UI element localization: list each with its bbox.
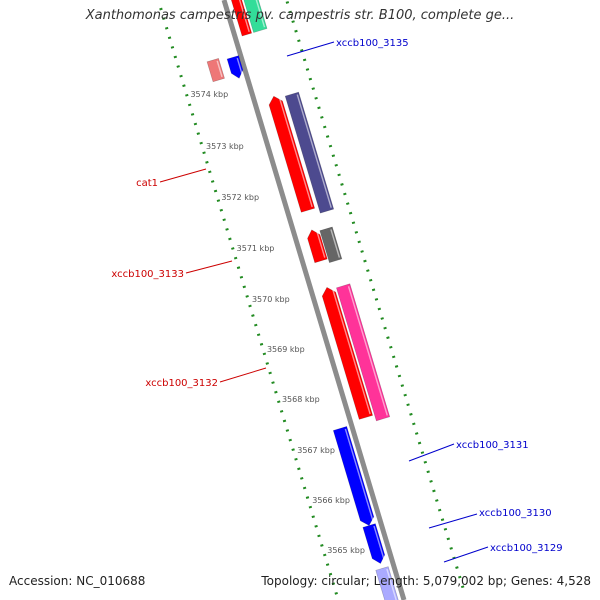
backbone <box>221 0 407 600</box>
cds-red-top-feature-shape <box>227 0 253 37</box>
gene-label-xccb100_3135[interactable]: xccb100_3135 <box>286 38 409 57</box>
cds-xccb100_3135-feature[interactable] <box>226 55 245 80</box>
gene-label-xccb100_3133[interactable]: xccb100_3133 <box>111 260 233 280</box>
tick-label-3569: 3569 kbp <box>267 345 305 354</box>
gene-label-xccb100_3131[interactable]: xccb100_3131 <box>408 440 529 462</box>
cds-red-2-feature-shape <box>307 229 328 264</box>
cds-xccb100_3131-feature[interactable] <box>332 426 376 527</box>
gene-label-xccb100_3129[interactable]: xccb100_3129 <box>443 543 563 563</box>
cds-xccb100_3133-feature-highlight <box>330 229 341 258</box>
tick-label-3566: 3566 kbp <box>312 496 350 505</box>
cds-xccb100_3129-feature-shape <box>375 566 400 600</box>
gene-label-text: xccb100_3129 <box>490 543 563 554</box>
gene-leader-line <box>428 513 478 529</box>
gene-leader-line <box>286 41 335 57</box>
gene-labels: cat1 xccb100_3133 xccb100_3132 xccb100_3135… <box>111 38 563 563</box>
cds-teal-feature-shape <box>238 0 268 33</box>
cds-red-1-feature-highlight <box>278 96 313 208</box>
cds-teal-feature-highlight <box>250 0 266 28</box>
cds-red-3-feature-highlight <box>331 287 371 415</box>
tick-label-3573: 3573 kbp <box>206 142 244 151</box>
cds-red-3-feature-shape <box>321 286 374 420</box>
gene-label-xccb100_3130[interactable]: xccb100_3130 <box>428 508 552 529</box>
cds-xccb100_3133-feature[interactable] <box>319 226 343 264</box>
feature-track <box>206 0 400 600</box>
cds-xccb100_3129-feature[interactable] <box>375 566 400 600</box>
cds-cat1-feature-highlight <box>296 94 332 208</box>
cds-xccb100_3135b-feature-shape <box>206 57 225 83</box>
cds-xccb100_3132-feature-shape <box>336 283 391 422</box>
gene-leader-line <box>408 443 455 462</box>
cds-xccb100_3129-feature-highlight <box>386 568 397 600</box>
tick-label-3570: 3570 kbp <box>252 295 290 304</box>
tick-label-3574: 3574 kbp <box>190 90 228 99</box>
cds-xccb100_3131-feature-shape <box>332 426 375 526</box>
gene-label-text: cat1 <box>136 178 158 189</box>
scale-ticks: 3574 kbp 3573 kbp 3572 kbp 3571 kbp 3570 kbp… <box>190 90 365 555</box>
cds-teal-feature[interactable] <box>238 0 268 33</box>
gene-label-cat1[interactable]: cat1 <box>136 168 207 189</box>
gene-leader-line <box>443 546 489 563</box>
cds-xccb100_3130-feature-shape <box>362 523 386 564</box>
cds-red-top-feature[interactable] <box>227 0 253 37</box>
tick-label-3572: 3572 kbp <box>221 193 259 202</box>
cds-xccb100_3135b-feature[interactable] <box>206 57 225 83</box>
gene-label-text: xccb100_3133 <box>111 269 184 280</box>
gene-leader-line <box>219 367 267 383</box>
cds-xccb100_3132-feature-highlight <box>347 286 388 416</box>
gene-label-text: xccb100_3130 <box>479 508 552 519</box>
cds-cat1-feature[interactable] <box>284 91 335 214</box>
cds-xccb100_3131-feature-highlight <box>344 428 374 523</box>
tick-label-3567: 3567 kbp <box>297 446 335 455</box>
genome-stats-text: Topology: circular; Length: 5,079,002 bp… <box>261 574 591 588</box>
gene-label-xccb100_3132[interactable]: xccb100_3132 <box>145 367 267 389</box>
cds-red-1-feature[interactable] <box>267 94 316 213</box>
backbone-line <box>221 0 407 600</box>
gene-leader-line <box>185 260 233 274</box>
cds-xccb100_3135b-feature-highlight <box>216 60 223 78</box>
tick-label-3565: 3565 kbp <box>327 546 365 555</box>
cds-xccb100_3133-feature-shape <box>319 226 343 264</box>
cds-red-2-feature[interactable] <box>306 228 328 264</box>
gene-label-text: xccb100_3132 <box>145 378 218 389</box>
cds-xccb100_3130-feature[interactable] <box>362 523 387 566</box>
ruler-dots-left <box>285 0 466 594</box>
cds-xccb100_3135-feature-highlight <box>236 57 244 76</box>
cds-red-2-feature-highlight <box>315 230 326 258</box>
cds-xccb100_3132-feature[interactable] <box>336 283 391 422</box>
cds-red-3-feature[interactable] <box>320 285 374 420</box>
tick-label-3571: 3571 kbp <box>237 244 275 253</box>
cds-xccb100_3130-feature-highlight <box>373 525 385 561</box>
cds-red-1-feature-shape <box>268 95 316 213</box>
cds-cat1-feature-shape <box>284 91 335 214</box>
gene-label-text: xccb100_3135 <box>336 38 409 49</box>
tick-label-3568: 3568 kbp <box>282 395 320 404</box>
cds-red-top-feature-highlight <box>235 0 250 32</box>
accession-text: Accession: NC_010688 <box>9 574 146 588</box>
gene-label-text: xccb100_3131 <box>456 440 529 451</box>
gene-leader-line <box>159 168 207 183</box>
